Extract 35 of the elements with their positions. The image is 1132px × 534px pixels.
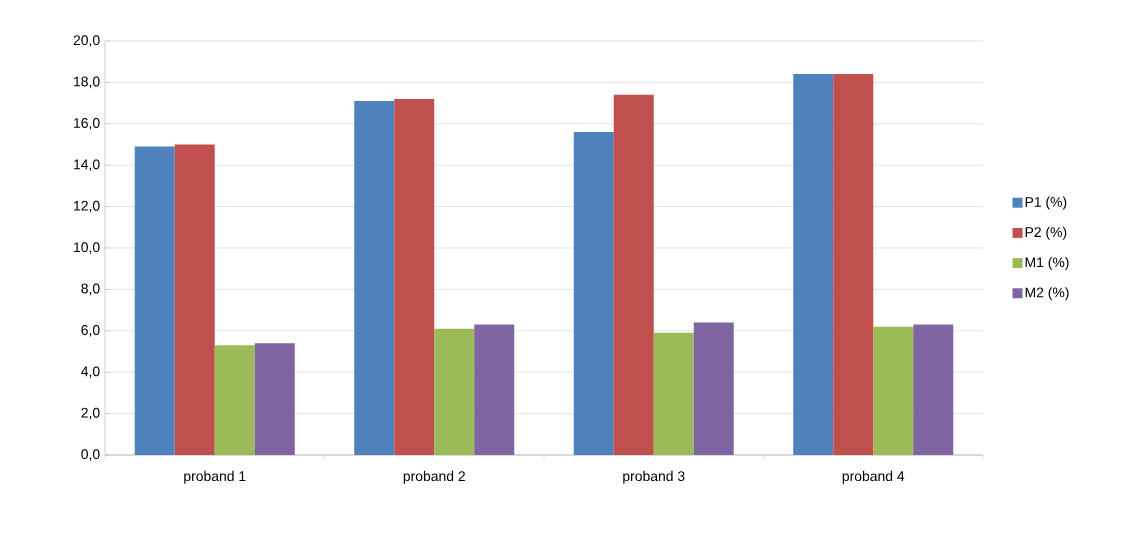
bar [613,94,654,455]
y-tick-label: 16,0 [74,118,100,130]
bar [174,144,215,455]
y-tick-label: 0,0 [81,449,100,461]
bar [653,332,694,455]
y-tick-label: 18,0 [74,76,100,89]
x-tick-label: proband 2 [403,470,465,484]
legend-label: P1 (%) [1025,196,1067,210]
y-tick-label: 8,0 [81,283,100,296]
y-tick-label: 14,0 [74,159,100,171]
bar [134,146,175,455]
y-tick-label: 2,0 [81,407,100,420]
y-tick-label: 4,0 [81,366,100,378]
x-tick-label: proband 1 [184,470,246,484]
bar [214,345,255,455]
legend-label: M1 (%) [1025,256,1069,270]
bar [573,132,614,455]
bar [354,101,395,455]
x-tick-label: proband 4 [842,470,905,484]
y-tick-label: 10,0 [74,242,100,254]
y-tick-label: 12,0 [74,200,100,213]
legend-label: P2 (%) [1025,226,1067,240]
legend-label: M2 (%) [1025,287,1069,301]
bar [833,74,874,455]
bar [873,326,914,455]
bar [254,343,295,455]
bar [474,324,515,455]
bar [693,322,734,455]
bar [434,328,475,455]
bar [913,324,954,455]
bar [793,74,834,455]
y-tick-label: 6,0 [81,325,100,337]
bar [394,98,435,455]
x-tick-label: proband 3 [623,470,685,484]
y-tick-label: 20,0 [73,35,100,47]
